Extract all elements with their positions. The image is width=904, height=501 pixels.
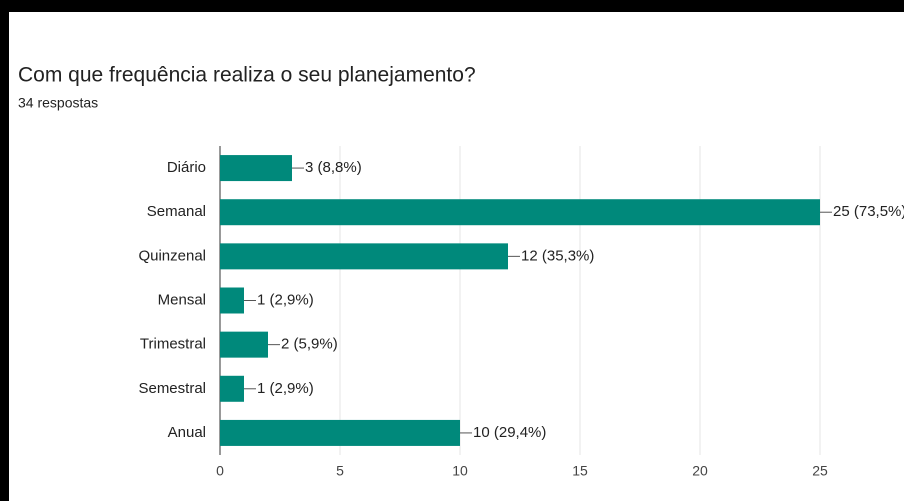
frame-top: [0, 0, 904, 12]
y-tick-label: Semanal: [147, 203, 206, 220]
data-label: 25 (73,5%): [833, 203, 904, 220]
chart-title: Com que frequência realiza o seu planeja…: [18, 64, 476, 87]
x-tick-label: 10: [452, 463, 468, 479]
x-tick-label: 15: [572, 463, 588, 479]
x-tick-label: 0: [216, 463, 224, 479]
bar: [220, 243, 508, 270]
data-label: 1 (2,9%): [257, 380, 314, 397]
frame-left: [0, 0, 9, 501]
y-tick-label: Semestral: [138, 380, 206, 397]
y-tick-label: Mensal: [158, 291, 206, 308]
data-label: 2 (5,9%): [281, 336, 338, 353]
y-tick-label: Quinzenal: [138, 247, 206, 264]
bar: [220, 287, 244, 314]
y-tick-label: Trimestral: [140, 336, 206, 353]
x-tick-label: 25: [812, 463, 828, 479]
data-label: 10 (29,4%): [473, 424, 546, 441]
data-label: 12 (35,3%): [521, 247, 594, 264]
x-tick-label: 5: [336, 463, 344, 479]
chart-subtitle: 34 respostas: [18, 95, 98, 111]
bar: [220, 155, 292, 182]
bar: [220, 375, 244, 402]
data-label: 1 (2,9%): [257, 291, 314, 308]
y-tick-label: Anual: [168, 424, 206, 441]
bar: [220, 419, 460, 446]
y-tick-label: Diário: [167, 159, 206, 176]
bar: [220, 331, 268, 358]
x-tick-label: 20: [692, 463, 708, 479]
bar: [220, 199, 820, 226]
data-label: 3 (8,8%): [305, 159, 362, 176]
